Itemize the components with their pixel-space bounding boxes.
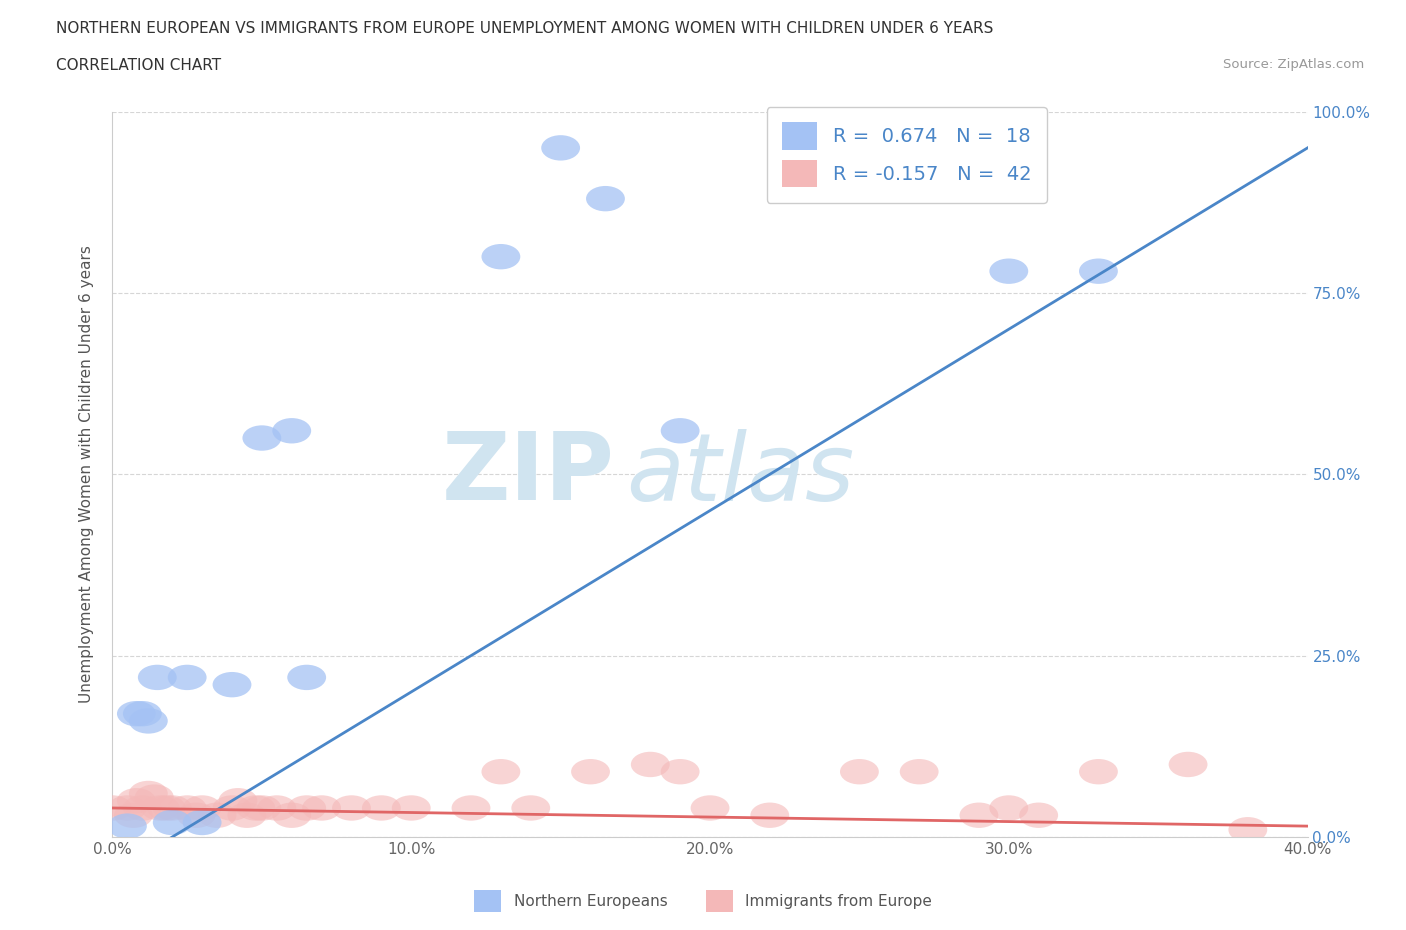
Ellipse shape [242,425,281,451]
Ellipse shape [153,795,191,820]
Ellipse shape [287,665,326,690]
Ellipse shape [1078,259,1118,284]
Ellipse shape [122,795,162,820]
Ellipse shape [839,759,879,784]
Y-axis label: Unemployment Among Women with Children Under 6 years: Unemployment Among Women with Children U… [79,246,94,703]
Ellipse shape [990,259,1028,284]
Ellipse shape [257,795,297,820]
Legend: R =  0.674   N =  18, R = -0.157   N =  42: R = 0.674 N = 18, R = -0.157 N = 42 [766,107,1047,203]
Ellipse shape [661,759,700,784]
Ellipse shape [302,795,342,820]
Text: CORRELATION CHART: CORRELATION CHART [56,58,221,73]
Ellipse shape [129,709,167,734]
Ellipse shape [198,803,236,828]
Ellipse shape [959,803,998,828]
Ellipse shape [167,795,207,820]
Text: Source: ZipAtlas.com: Source: ZipAtlas.com [1223,58,1364,71]
Ellipse shape [690,795,730,820]
Ellipse shape [751,803,789,828]
Ellipse shape [451,795,491,820]
Ellipse shape [586,186,624,211]
Ellipse shape [122,701,162,726]
Ellipse shape [228,803,266,828]
Ellipse shape [117,788,156,814]
Ellipse shape [481,244,520,270]
Ellipse shape [183,810,222,835]
Ellipse shape [138,665,177,690]
Ellipse shape [512,795,550,820]
Ellipse shape [153,810,191,835]
Ellipse shape [571,759,610,784]
Ellipse shape [481,759,520,784]
Ellipse shape [212,672,252,698]
Legend: Northern Europeans, Immigrants from Europe: Northern Europeans, Immigrants from Euro… [468,884,938,918]
Ellipse shape [273,803,311,828]
Text: atlas: atlas [627,429,855,520]
Ellipse shape [183,795,222,820]
Ellipse shape [332,795,371,820]
Ellipse shape [218,788,257,814]
Ellipse shape [236,795,276,820]
Ellipse shape [129,781,167,806]
Text: ZIP: ZIP [441,429,614,520]
Ellipse shape [1078,759,1118,784]
Ellipse shape [212,795,252,820]
Ellipse shape [900,759,939,784]
Ellipse shape [93,795,132,820]
Ellipse shape [167,665,207,690]
Ellipse shape [117,701,156,726]
Ellipse shape [242,795,281,820]
Ellipse shape [146,795,186,820]
Ellipse shape [541,135,581,161]
Ellipse shape [1168,751,1208,777]
Ellipse shape [177,803,215,828]
Ellipse shape [108,814,146,839]
Ellipse shape [990,795,1028,820]
Ellipse shape [141,795,180,820]
Ellipse shape [114,803,153,828]
Ellipse shape [661,418,700,444]
Ellipse shape [287,795,326,820]
Ellipse shape [1019,803,1059,828]
Ellipse shape [273,418,311,444]
Ellipse shape [392,795,430,820]
Ellipse shape [108,795,146,820]
Ellipse shape [631,751,669,777]
Ellipse shape [135,784,174,810]
Text: NORTHERN EUROPEAN VS IMMIGRANTS FROM EUROPE UNEMPLOYMENT AMONG WOMEN WITH CHILDR: NORTHERN EUROPEAN VS IMMIGRANTS FROM EUR… [56,21,994,36]
Ellipse shape [1229,817,1267,843]
Ellipse shape [361,795,401,820]
